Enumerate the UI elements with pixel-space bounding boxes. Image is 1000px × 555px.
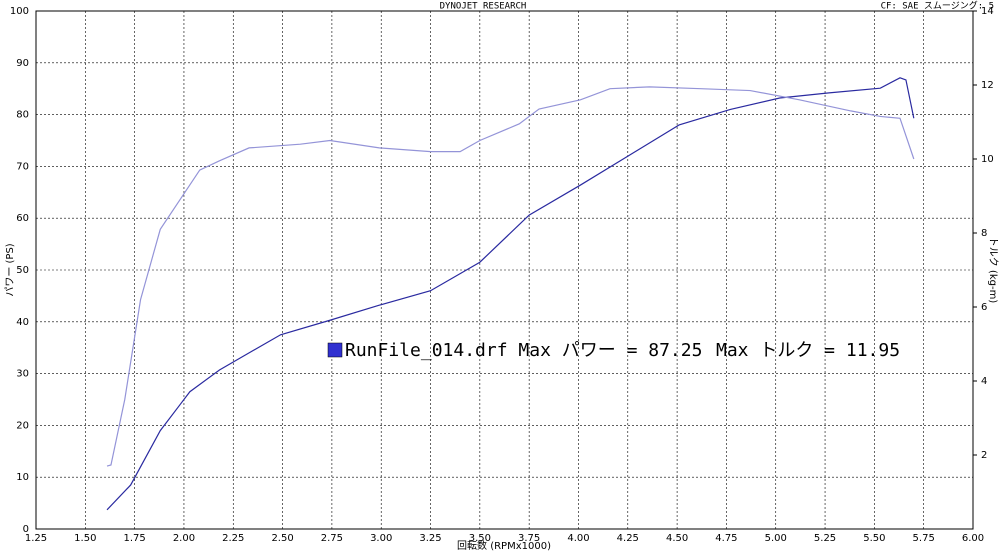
y-tick-label: 10 [16, 472, 29, 483]
x-tick-label: 2.50 [271, 533, 293, 544]
x-axis-label: 回転数 (RPMx1000) [457, 539, 551, 551]
x-tick-label: 3.50 [469, 533, 491, 544]
y-tick-label: 60 [16, 213, 29, 224]
x-tick-label: 2.75 [321, 533, 343, 544]
y-tick-label: 30 [16, 369, 29, 380]
x-tick-label: 5.75 [913, 533, 935, 544]
x-tick-label: 5.00 [765, 533, 787, 544]
x-tick-label: 2.25 [222, 533, 244, 544]
y-tick-label: 20 [16, 420, 29, 431]
y-tick-label: 80 [16, 110, 29, 121]
x-tick-label: 4.25 [617, 533, 639, 544]
y2-tick-label: 10 [981, 154, 994, 165]
x-tick-label: 1.50 [74, 533, 96, 544]
x-tick-label: 4.75 [715, 533, 737, 544]
x-tick-label: 3.25 [419, 533, 441, 544]
y-axis-label: パワー (PS) [4, 243, 16, 296]
annotation: RunFile_014.drf Max パワー = 87.25 [345, 340, 702, 361]
x-tick-label: 5.25 [814, 533, 836, 544]
x-tick-label: 1.25 [25, 533, 47, 544]
y-tick-label: 100 [10, 6, 29, 17]
x-tick-label: 4.00 [567, 533, 589, 544]
y2-tick-label: 12 [981, 80, 994, 91]
x-tick-label: 2.00 [173, 533, 195, 544]
x-tick-label: 6.00 [962, 533, 984, 544]
y-tick-label: 50 [16, 265, 29, 276]
y2-tick-label: 4 [981, 376, 987, 387]
y2-tick-label: 8 [981, 228, 987, 239]
x-tick-label: 5.50 [863, 533, 885, 544]
y2-tick-label: 2 [981, 450, 987, 461]
y2-tick-label: 14 [981, 6, 994, 17]
x-tick-label: 4.50 [666, 533, 688, 544]
chart-subtitle: CF: SAE スムージング: 5 [881, 0, 994, 12]
legend-swatch [327, 342, 343, 358]
x-tick-label: 1.75 [123, 533, 145, 544]
y2-tick-label: 6 [981, 302, 987, 313]
y-tick-label: 0 [23, 524, 29, 535]
annotation: Max トルク = 11.95 [716, 340, 900, 361]
y2-axis-label: トルク (kg-m) [987, 237, 999, 304]
y-tick-label: 90 [16, 58, 29, 69]
plot-frame [35, 10, 974, 530]
y-tick-label: 40 [16, 317, 29, 328]
x-tick-label: 3.75 [518, 533, 540, 544]
x-tick-label: 3.00 [370, 533, 392, 544]
y-tick-label: 70 [16, 161, 29, 172]
series-line [106, 86, 915, 467]
series-line [106, 77, 915, 511]
chart-title: DYNOJET RESEARCH [440, 2, 527, 12]
